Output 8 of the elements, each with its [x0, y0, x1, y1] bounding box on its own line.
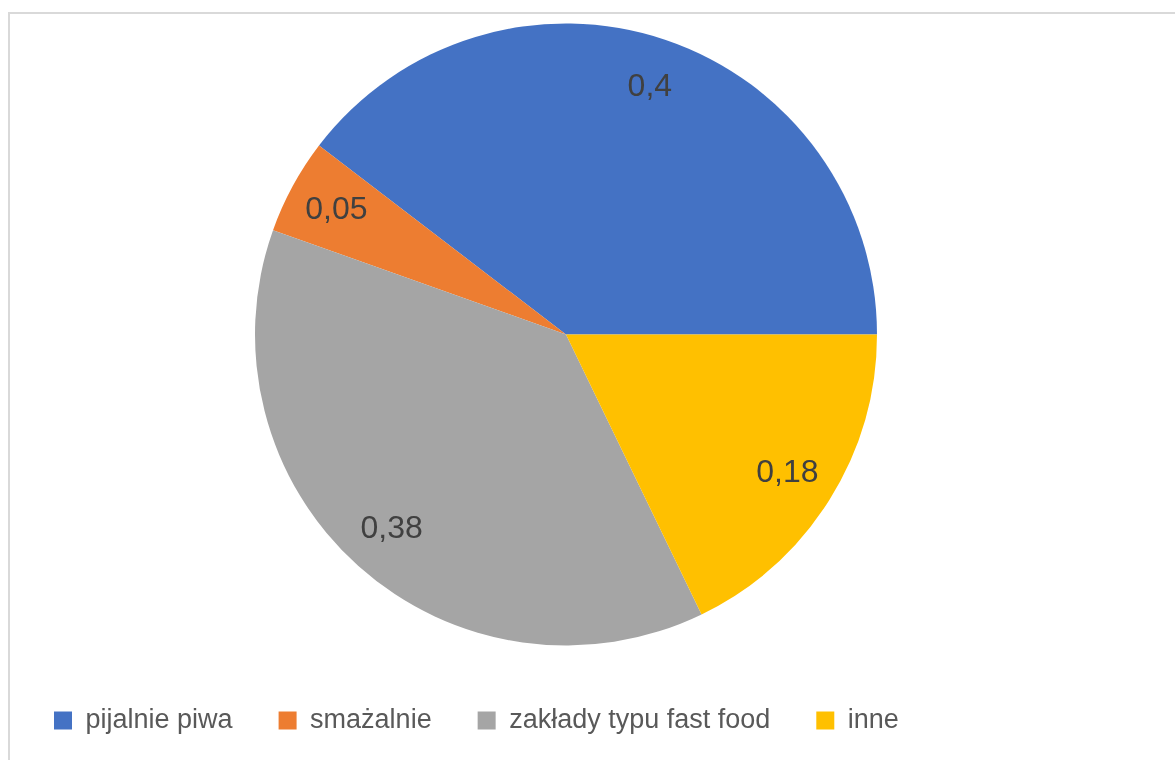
data-label: 0,18: [756, 453, 819, 490]
data-label: 0,38: [360, 508, 423, 545]
data-label: 0,4: [627, 66, 673, 103]
legend-label: smażalnie: [310, 703, 432, 734]
legend-label: inne: [847, 703, 899, 734]
legend-label: zakłady typu fast food: [509, 703, 771, 734]
data-label: 0,05: [305, 189, 368, 226]
legend-label: pijalnie piwa: [85, 703, 234, 734]
